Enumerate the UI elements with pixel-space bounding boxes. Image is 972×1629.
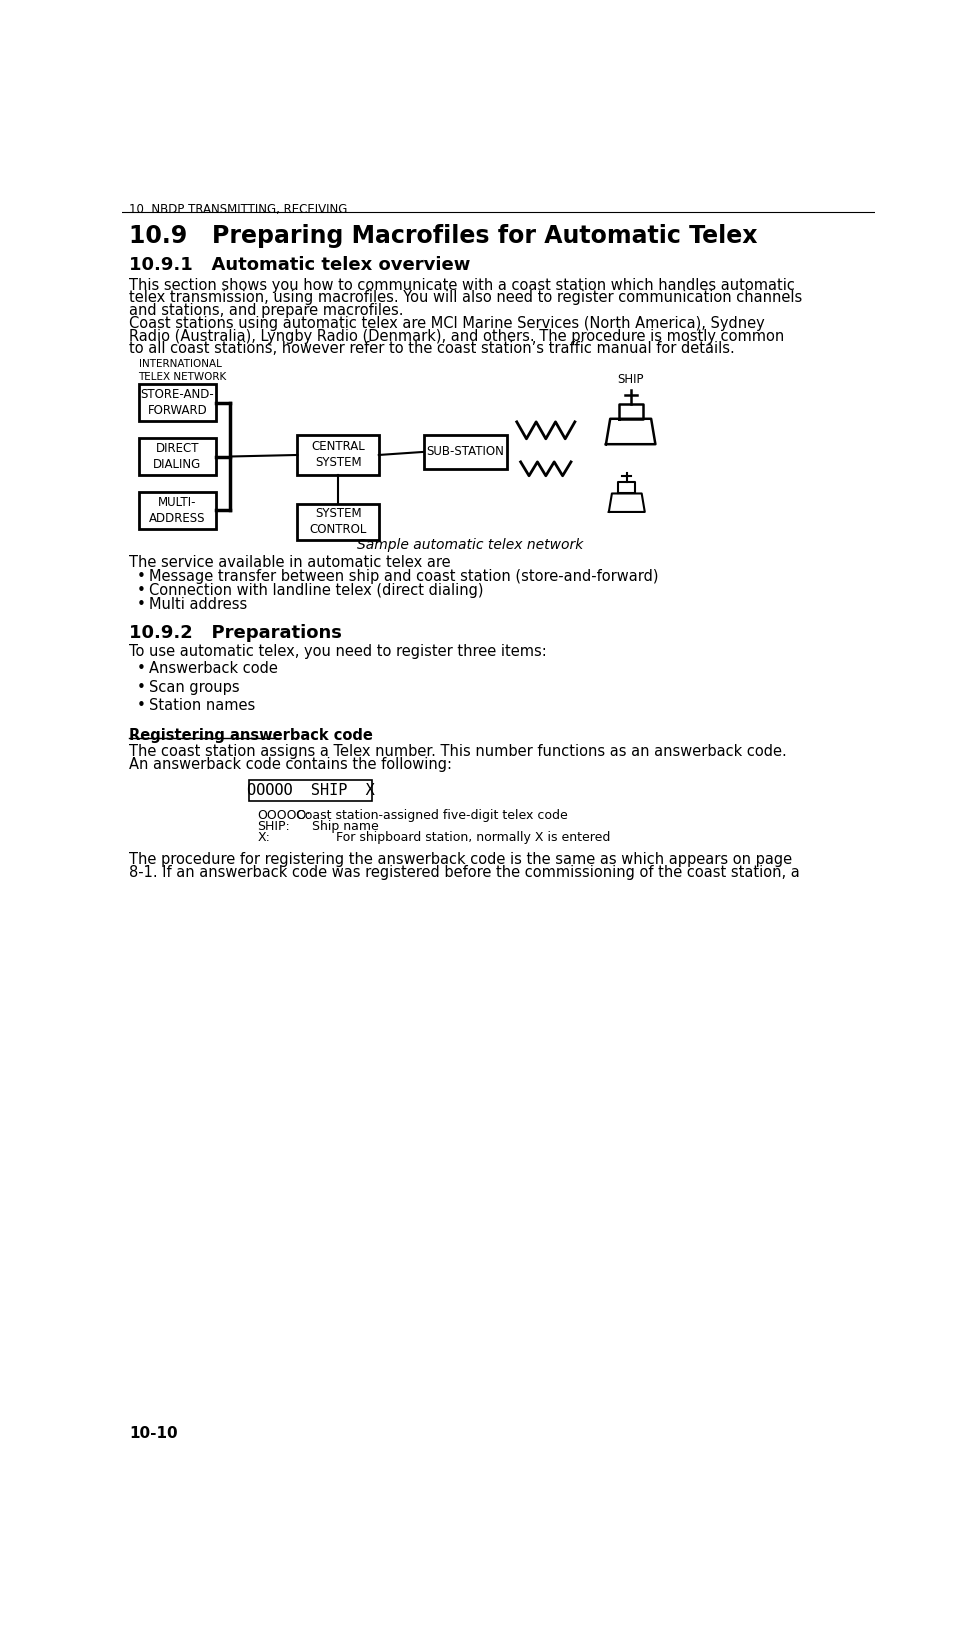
Text: •: •: [137, 661, 146, 676]
Bar: [424, 435, 507, 469]
Text: 8-1. If an answerback code was registered before the commissioning of the coast : 8-1. If an answerback code was registere…: [129, 865, 800, 880]
Text: The procedure for registering the answerback code is the same as which appears o: The procedure for registering the answer…: [129, 852, 792, 867]
Text: OOOOO:: OOOOO:: [258, 810, 310, 823]
Text: SUB-STATION: SUB-STATION: [427, 445, 504, 458]
Text: Ship name: Ship name: [295, 819, 379, 832]
Text: Sample automatic telex network: Sample automatic telex network: [357, 538, 583, 552]
Text: •: •: [137, 679, 146, 696]
Text: 10.9.2   Preparations: 10.9.2 Preparations: [129, 624, 342, 642]
Bar: [139, 492, 216, 529]
Polygon shape: [619, 404, 642, 419]
Text: DIRECT
DIALING: DIRECT DIALING: [154, 441, 201, 471]
Bar: [250, 780, 372, 801]
Text: The service available in automatic telex are: The service available in automatic telex…: [129, 555, 451, 570]
Text: MULTI-
ADDRESS: MULTI- ADDRESS: [149, 495, 205, 525]
Text: SHIP: SHIP: [617, 373, 643, 386]
Text: •: •: [137, 596, 146, 611]
Text: telex transmission, using macrofiles. You will also need to register communicati: telex transmission, using macrofiles. Yo…: [129, 290, 803, 305]
Text: OOOOO  SHIP  X: OOOOO SHIP X: [247, 784, 374, 798]
Text: •: •: [137, 569, 146, 583]
Text: •: •: [137, 583, 146, 598]
Polygon shape: [606, 419, 655, 445]
Polygon shape: [618, 482, 636, 494]
Text: This section shows you how to communicate with a coast station which handles aut: This section shows you how to communicat…: [129, 279, 795, 293]
Text: 10-10: 10-10: [129, 1425, 178, 1440]
Text: 10. NBDP TRANSMITTING, RECEIVING: 10. NBDP TRANSMITTING, RECEIVING: [129, 204, 348, 217]
Text: Answerback code: Answerback code: [150, 661, 278, 676]
Text: 10.9.1   Automatic telex overview: 10.9.1 Automatic telex overview: [129, 256, 470, 274]
Bar: [297, 435, 379, 476]
Polygon shape: [608, 494, 644, 512]
Text: Multi address: Multi address: [150, 596, 248, 611]
Text: The coast station assigns a Telex number. This number functions as an answerback: The coast station assigns a Telex number…: [129, 744, 787, 759]
Text: Registering answerback code: Registering answerback code: [129, 728, 373, 743]
Text: Scan groups: Scan groups: [150, 679, 240, 696]
Text: For shipboard station, normally X is entered: For shipboard station, normally X is ent…: [295, 831, 610, 844]
Text: to all coast stations, however refer to the coast station’s traffic manual for d: to all coast stations, however refer to …: [129, 340, 735, 357]
Bar: [139, 384, 216, 420]
Text: CENTRAL
SYSTEM: CENTRAL SYSTEM: [311, 440, 365, 469]
Text: Connection with landline telex (direct dialing): Connection with landline telex (direct d…: [150, 583, 484, 598]
Text: INTERNATIONAL
TELEX NETWORK: INTERNATIONAL TELEX NETWORK: [139, 360, 226, 381]
Text: 10.9   Preparing Macrofiles for Automatic Telex: 10.9 Preparing Macrofiles for Automatic …: [129, 223, 758, 248]
Text: and stations, and prepare macrofiles.: and stations, and prepare macrofiles.: [129, 303, 403, 318]
Bar: [297, 505, 379, 539]
Text: SHIP:: SHIP:: [258, 819, 290, 832]
Text: STORE-AND-
FORWARD: STORE-AND- FORWARD: [140, 388, 214, 417]
Text: SYSTEM
CONTROL: SYSTEM CONTROL: [309, 508, 366, 536]
Text: To use automatic telex, you need to register three items:: To use automatic telex, you need to regi…: [129, 645, 547, 660]
Text: Coast station-assigned five-digit telex code: Coast station-assigned five-digit telex …: [295, 810, 568, 823]
Text: X:: X:: [258, 831, 270, 844]
Text: An answerback code contains the following:: An answerback code contains the followin…: [129, 757, 452, 772]
Text: Station names: Station names: [150, 699, 256, 714]
Text: •: •: [137, 699, 146, 714]
Text: Coast stations using automatic telex are MCI Marine Services (North America), Sy: Coast stations using automatic telex are…: [129, 316, 765, 331]
Bar: [139, 438, 216, 476]
Text: Radio (Australia), Lyngby Radio (Denmark), and others. The procedure is mostly c: Radio (Australia), Lyngby Radio (Denmark…: [129, 329, 784, 344]
Text: Message transfer between ship and coast station (store-and-forward): Message transfer between ship and coast …: [150, 569, 659, 583]
